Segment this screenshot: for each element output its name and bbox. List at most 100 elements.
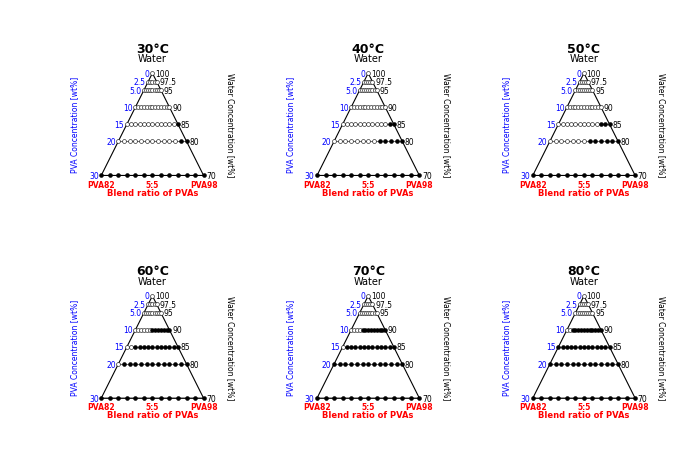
Text: 15: 15	[330, 343, 340, 352]
Text: 85: 85	[397, 343, 406, 352]
Text: 20: 20	[538, 360, 547, 369]
Text: PVA98: PVA98	[406, 180, 433, 189]
Text: 30: 30	[305, 394, 314, 403]
Text: 95: 95	[379, 87, 389, 95]
Text: 97.5: 97.5	[159, 78, 176, 87]
Text: 0: 0	[577, 292, 582, 300]
Text: 5:5: 5:5	[577, 402, 590, 411]
Text: Water Concentration [wt%]: Water Concentration [wt%]	[441, 73, 451, 177]
Text: 95: 95	[595, 87, 605, 95]
Text: PVA Concentration [wt%]: PVA Concentration [wt%]	[286, 299, 295, 395]
Text: 20: 20	[322, 360, 332, 369]
Text: 0: 0	[145, 69, 150, 78]
Text: 5:5: 5:5	[577, 180, 590, 189]
Text: 97.5: 97.5	[375, 300, 392, 309]
Text: 80°C: 80°C	[568, 265, 600, 278]
Text: 90: 90	[172, 326, 182, 335]
Text: 30°C: 30°C	[136, 43, 169, 56]
Text: PVA98: PVA98	[190, 180, 217, 189]
Text: 5:5: 5:5	[146, 402, 159, 411]
Text: 40°C: 40°C	[351, 43, 385, 56]
Text: 30: 30	[89, 172, 99, 181]
Text: 85: 85	[612, 343, 622, 352]
Text: 5:5: 5:5	[362, 402, 375, 411]
Text: 97.5: 97.5	[375, 78, 392, 87]
Text: 90: 90	[603, 104, 613, 113]
Text: 85: 85	[181, 343, 190, 352]
Text: 100: 100	[155, 292, 169, 300]
Text: Water Concentration [wt%]: Water Concentration [wt%]	[225, 73, 235, 177]
Text: 15: 15	[546, 120, 556, 130]
Text: 0: 0	[145, 292, 150, 300]
Text: Water Concentration [wt%]: Water Concentration [wt%]	[441, 295, 451, 399]
Text: Water Concentration [wt%]: Water Concentration [wt%]	[657, 295, 667, 399]
Text: Blend ratio of PVAs: Blend ratio of PVAs	[107, 411, 198, 419]
Text: 80: 80	[189, 360, 199, 369]
Text: 15: 15	[114, 343, 124, 352]
Text: PVA Concentration [wt%]: PVA Concentration [wt%]	[70, 77, 79, 173]
Text: Water: Water	[138, 276, 167, 286]
Text: Water Concentration [wt%]: Water Concentration [wt%]	[225, 295, 235, 399]
Text: 95: 95	[164, 87, 173, 95]
Text: 15: 15	[330, 120, 340, 130]
Text: 70: 70	[422, 394, 432, 403]
Text: PVA82: PVA82	[519, 402, 547, 411]
Text: 20: 20	[106, 138, 116, 146]
Text: 60°C: 60°C	[136, 265, 169, 278]
Text: PVA82: PVA82	[88, 180, 115, 189]
Text: 5:5: 5:5	[146, 180, 159, 189]
Text: 90: 90	[388, 104, 397, 113]
Text: 100: 100	[155, 69, 169, 78]
Text: 70: 70	[422, 172, 432, 181]
Text: 30: 30	[305, 172, 314, 181]
Text: 5:5: 5:5	[362, 180, 375, 189]
Text: 2.5: 2.5	[349, 78, 362, 87]
Text: 2.5: 2.5	[134, 78, 146, 87]
Text: Blend ratio of PVAs: Blend ratio of PVAs	[107, 188, 198, 197]
Text: 5.0: 5.0	[129, 87, 141, 95]
Text: 70: 70	[206, 394, 216, 403]
Text: 0: 0	[577, 69, 582, 78]
Text: PVA98: PVA98	[621, 402, 649, 411]
Text: 85: 85	[181, 120, 190, 130]
Text: 100: 100	[586, 292, 601, 300]
Text: 90: 90	[172, 104, 182, 113]
Text: Water: Water	[569, 54, 599, 64]
Text: Blend ratio of PVAs: Blend ratio of PVAs	[323, 411, 414, 419]
Text: 100: 100	[371, 292, 385, 300]
Text: Blend ratio of PVAs: Blend ratio of PVAs	[323, 188, 414, 197]
Text: PVA Concentration [wt%]: PVA Concentration [wt%]	[286, 77, 295, 173]
Text: 50°C: 50°C	[567, 43, 601, 56]
Text: 15: 15	[114, 120, 124, 130]
Text: 30: 30	[521, 172, 530, 181]
Text: Water: Water	[353, 54, 383, 64]
Text: 85: 85	[612, 120, 622, 130]
Text: 80: 80	[621, 360, 630, 369]
Text: 70°C: 70°C	[351, 265, 385, 278]
Text: 85: 85	[397, 120, 406, 130]
Text: 2.5: 2.5	[565, 300, 577, 309]
Text: Water: Water	[138, 54, 167, 64]
Text: 10: 10	[123, 104, 133, 113]
Text: 5.0: 5.0	[129, 309, 141, 318]
Text: 80: 80	[405, 138, 414, 146]
Text: PVA98: PVA98	[190, 402, 217, 411]
Text: 2.5: 2.5	[565, 78, 577, 87]
Text: 95: 95	[164, 309, 173, 318]
Text: 90: 90	[603, 326, 613, 335]
Text: PVA Concentration [wt%]: PVA Concentration [wt%]	[70, 299, 79, 395]
Text: 5.0: 5.0	[345, 309, 357, 318]
Text: 80: 80	[405, 360, 414, 369]
Text: 10: 10	[339, 104, 349, 113]
Text: 95: 95	[595, 309, 605, 318]
Text: 2.5: 2.5	[134, 300, 146, 309]
Text: 20: 20	[322, 138, 332, 146]
Text: 30: 30	[521, 394, 530, 403]
Text: 5.0: 5.0	[561, 87, 573, 95]
Text: Blend ratio of PVAs: Blend ratio of PVAs	[538, 411, 630, 419]
Text: 10: 10	[555, 104, 564, 113]
Text: Blend ratio of PVAs: Blend ratio of PVAs	[538, 188, 630, 197]
Text: 80: 80	[189, 138, 199, 146]
Text: PVA Concentration [wt%]: PVA Concentration [wt%]	[501, 299, 511, 395]
Text: PVA82: PVA82	[88, 402, 115, 411]
